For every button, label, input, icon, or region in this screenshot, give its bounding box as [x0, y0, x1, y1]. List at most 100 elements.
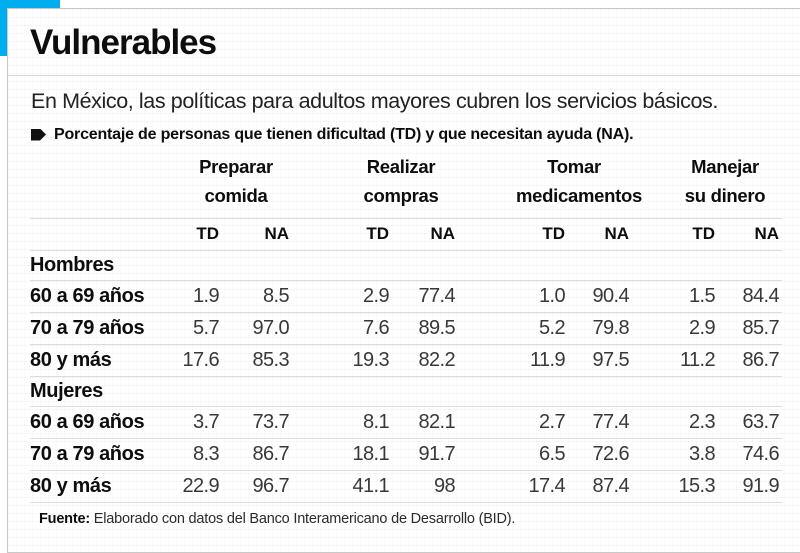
- table-row: 80 y más 22.9 96.7 41.1 98 17.4 87.4 15.…: [30, 470, 783, 503]
- column-group-label: Realizar: [366, 155, 436, 177]
- column-spacer: [292, 312, 344, 345]
- cell-value: 17.4: [516, 470, 568, 503]
- cell-value: 8.3: [180, 438, 222, 471]
- column-spacer: [458, 151, 516, 219]
- label-column-header: [30, 218, 180, 251]
- cell-value: 8.1: [344, 406, 392, 439]
- column-spacer: [458, 218, 516, 251]
- note-row: Porcentaje de personas que tienen dificu…: [31, 126, 793, 144]
- column-spacer: [632, 280, 669, 313]
- cell-value: 97.0: [222, 312, 292, 345]
- source-label: Fuente:: [39, 510, 90, 527]
- cell-value: 89.5: [392, 312, 458, 345]
- cell-value: 77.4: [568, 406, 633, 439]
- cell-value: 19.3: [344, 344, 392, 377]
- cell-value: 11.2: [668, 344, 719, 377]
- subcolumn-na: NA: [222, 218, 292, 251]
- cell-value: 3.8: [668, 438, 719, 471]
- infographic-card: Vulnerables En México, las políticas par…: [7, 8, 800, 553]
- cell-value: 97.5: [568, 344, 633, 377]
- section-label: Hombres: [30, 250, 180, 281]
- column-spacer: [632, 470, 669, 503]
- column-spacer: [632, 151, 669, 219]
- subcolumn-td: TD: [344, 218, 392, 251]
- column-group-label: comida: [204, 185, 268, 207]
- subcolumn-header-row: TD NA TD NA TD NA TD NA: [30, 218, 783, 251]
- cell-value: 8.5: [222, 280, 292, 313]
- cell-value: 87.4: [568, 470, 633, 503]
- column-group-preparar-comida: Preparar comida: [180, 151, 292, 219]
- subcolumn-na: NA: [568, 218, 633, 251]
- section-row-filler: [180, 376, 783, 407]
- column-group-label: su dinero: [684, 185, 766, 207]
- column-spacer: [632, 312, 669, 345]
- cell-value: 91.9: [718, 470, 783, 503]
- column-spacer: [292, 280, 344, 313]
- column-spacer: [632, 438, 669, 471]
- column-spacer: [292, 151, 344, 219]
- column-group-header-row: Preparar comida Realizar compras Tomar m…: [30, 151, 783, 219]
- table-row: 60 a 69 años 1.9 8.5 2.9 77.4 1.0 90.4 1…: [30, 280, 783, 313]
- column-spacer: [458, 312, 516, 345]
- cell-value: 1.0: [516, 280, 568, 313]
- column-group-tomar-medicamentos: Tomar medicamentos: [516, 151, 642, 219]
- column-spacer: [292, 344, 344, 377]
- cell-value: 96.7: [222, 470, 292, 503]
- cell-value: 2.7: [516, 406, 568, 439]
- tag-icon: [31, 128, 46, 141]
- cell-value: 17.6: [180, 344, 222, 377]
- cell-value: 7.6: [344, 312, 392, 345]
- column-group-label: Tomar: [547, 155, 601, 177]
- cell-value: 72.6: [568, 438, 633, 471]
- cell-value: 73.7: [222, 406, 292, 439]
- cell-value: 1.5: [668, 280, 719, 313]
- table-row: 80 y más 17.6 85.3 19.3 82.2 11.9 97.5 1…: [30, 344, 783, 377]
- table-row: 70 a 79 años 8.3 86.7 18.1 91.7 6.5 72.6…: [30, 438, 783, 471]
- row-label: 70 a 79 años: [30, 312, 180, 345]
- column-group-label: Manejar: [691, 155, 759, 177]
- cell-value: 85.7: [718, 312, 783, 345]
- cell-value: 22.9: [180, 470, 222, 503]
- cell-value: 74.6: [718, 438, 783, 471]
- subcolumn-td: TD: [668, 218, 719, 251]
- subtitle: En México, las políticas para adultos ma…: [31, 88, 718, 113]
- column-group-manejar-su-dinero: Manejar su dinero: [668, 151, 783, 219]
- row-label: 60 a 69 años: [30, 280, 180, 313]
- cell-value: 86.7: [718, 344, 783, 377]
- cell-value: 84.4: [718, 280, 783, 313]
- cell-value: 2.9: [668, 312, 719, 345]
- subcolumn-na: NA: [718, 218, 783, 251]
- column-spacer: [292, 406, 344, 439]
- column-spacer: [632, 406, 669, 439]
- column-spacer: [458, 438, 516, 471]
- column-group-label: medicamentos: [516, 185, 642, 207]
- column-spacer: [292, 438, 344, 471]
- table-row: 60 a 69 años 3.7 73.7 8.1 82.1 2.7 77.4 …: [30, 406, 783, 439]
- column-group-label: compras: [363, 185, 439, 207]
- cell-value: 90.4: [568, 280, 633, 313]
- cell-value: 41.1: [344, 470, 392, 503]
- row-label: 80 y más: [30, 470, 180, 503]
- row-label: 60 a 69 años: [30, 406, 180, 439]
- cell-value: 2.3: [668, 406, 719, 439]
- column-spacer: [458, 406, 516, 439]
- cell-value: 79.8: [568, 312, 633, 345]
- column-spacer: [458, 470, 516, 503]
- row-label: 80 y más: [30, 344, 180, 377]
- cell-value: 5.2: [516, 312, 568, 345]
- cell-value: 3.7: [180, 406, 222, 439]
- cell-value: 82.1: [392, 406, 458, 439]
- column-group-label: Preparar: [199, 155, 273, 177]
- column-spacer: [458, 344, 516, 377]
- cell-value: 82.2: [392, 344, 458, 377]
- label-column-header: [30, 151, 180, 219]
- cell-value: 1.9: [180, 280, 222, 313]
- cell-value: 98: [392, 470, 458, 503]
- cell-value: 2.9: [344, 280, 392, 313]
- page-title: Vulnerables: [30, 23, 217, 62]
- cell-value: 63.7: [718, 406, 783, 439]
- cell-value: 6.5: [516, 438, 568, 471]
- column-spacer: [632, 218, 669, 251]
- subcolumn-td: TD: [180, 218, 222, 251]
- column-spacer: [458, 280, 516, 313]
